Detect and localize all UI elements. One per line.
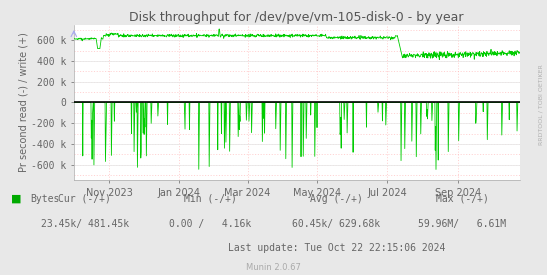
Text: Bytes: Bytes bbox=[30, 194, 60, 204]
Text: Avg (-/+): Avg (-/+) bbox=[310, 194, 363, 204]
Text: RRDTOOL / TOBI OETIKER: RRDTOOL / TOBI OETIKER bbox=[538, 64, 543, 145]
Text: Munin 2.0.67: Munin 2.0.67 bbox=[246, 263, 301, 272]
Text: 0.00 /   4.16k: 0.00 / 4.16k bbox=[170, 219, 252, 229]
Text: Max (-/+): Max (-/+) bbox=[436, 194, 488, 204]
Text: 23.45k/ 481.45k: 23.45k/ 481.45k bbox=[40, 219, 129, 229]
Text: ■: ■ bbox=[11, 194, 21, 204]
Text: 59.96M/   6.61M: 59.96M/ 6.61M bbox=[418, 219, 507, 229]
Y-axis label: Pr second read (-) / write (+): Pr second read (-) / write (+) bbox=[18, 32, 28, 172]
Text: Cur (-/+): Cur (-/+) bbox=[59, 194, 111, 204]
Title: Disk throughput for /dev/pve/vm-105-disk-0 - by year: Disk throughput for /dev/pve/vm-105-disk… bbox=[130, 10, 464, 24]
Text: 60.45k/ 629.68k: 60.45k/ 629.68k bbox=[292, 219, 381, 229]
Text: Min (-/+): Min (-/+) bbox=[184, 194, 237, 204]
Text: Last update: Tue Oct 22 22:15:06 2024: Last update: Tue Oct 22 22:15:06 2024 bbox=[228, 243, 445, 253]
